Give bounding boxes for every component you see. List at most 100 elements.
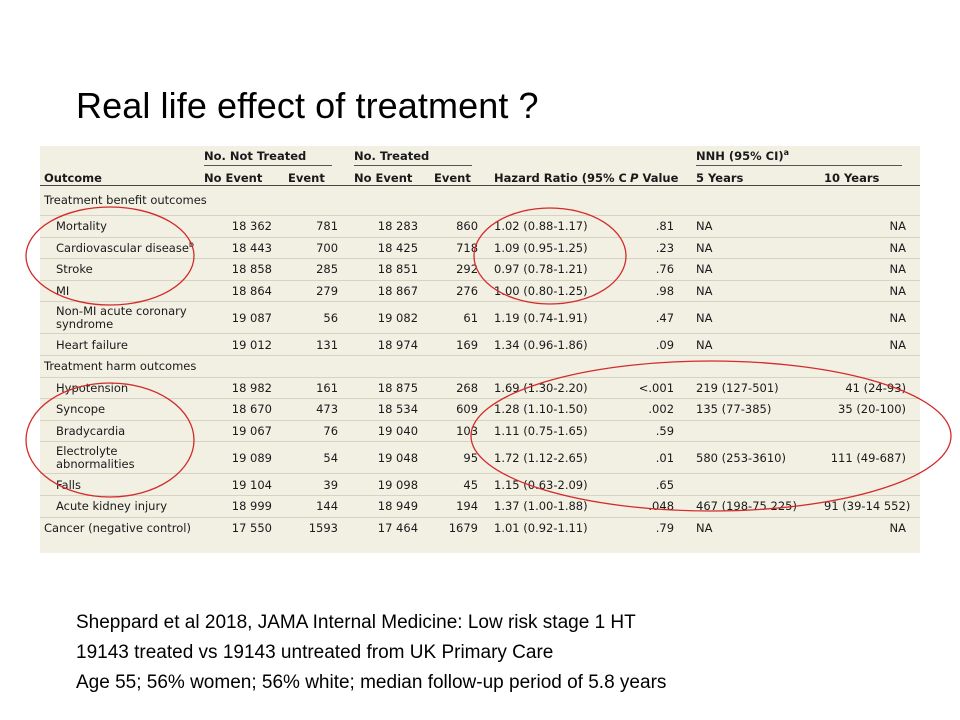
- cell-p-value: .65: [626, 473, 693, 496]
- column-header-treated-event: Event: [430, 166, 491, 186]
- group-header-nnh: NNH (95% CI)a: [692, 146, 920, 166]
- cell-p-value: .76: [626, 258, 693, 281]
- cell-treated-no-event: 18 283: [350, 215, 431, 238]
- slide-title: Real life effect of treatment ?: [76, 85, 539, 126]
- cell-treated-event: 1679: [448, 521, 479, 536]
- cell-p-value: .002: [626, 398, 693, 421]
- cell-not-treated-event: 56: [284, 301, 351, 335]
- cell-nnh-5-years: 135 (77-385): [692, 398, 821, 421]
- cell-not-treated-event: 279: [284, 280, 351, 303]
- citation-footnote: Sheppard et al 2018, JAMA Internal Medic…: [76, 608, 666, 698]
- cell-not-treated-event: 700: [284, 237, 351, 260]
- cell-nnh-10-years: 35 (20-100): [820, 398, 920, 421]
- footnote-line: 19143 treated vs 19143 untreated from UK…: [76, 642, 554, 663]
- cell-nnh-5-years: NA: [692, 258, 821, 281]
- cell-not-treated-no-event: 18 858: [200, 258, 284, 281]
- cell-hazard-ratio: 1.09 (0.95-1.25): [490, 237, 627, 260]
- cell-nnh-5-years: NA: [692, 301, 821, 335]
- cell-treated-no-event: 19 040: [350, 420, 431, 443]
- outcome-label: Cardiovascular diseaseb: [40, 237, 200, 260]
- cell-not-treated-event: 144: [284, 495, 351, 518]
- table-row: Acute kidney injury 18 999 144 18 949 194 1.3…: [40, 495, 920, 518]
- cell-hazard-ratio: 1.69 (1.30-2.20): [490, 377, 627, 400]
- cell-nnh-10-years: NA: [820, 258, 920, 281]
- outcome-label: Bradycardia: [40, 420, 200, 443]
- cell-not-treated-no-event: 18 443: [200, 237, 284, 260]
- cell-p-value: .01: [626, 441, 693, 475]
- cell-nnh-5-years: 580 (253-3610): [692, 441, 821, 475]
- table-row: Bradycardia 19 067 76 19 040 103 1.11 (0.75-1…: [40, 420, 920, 443]
- cell-treated-no-event: 19 082: [350, 301, 431, 335]
- cell-nnh-5-years: NA: [692, 215, 821, 238]
- cell-treated-no-event: 18 974: [350, 333, 431, 356]
- cell-treated-no-event: 19 048: [350, 441, 431, 475]
- cell-not-treated-no-event: 19 067: [200, 420, 284, 443]
- section-header-row: Treatment benefit outcomes: [40, 185, 920, 216]
- cell-not-treated-event: 54: [284, 441, 351, 475]
- cell-treated-no-event: 18 875: [350, 377, 431, 400]
- cell-p-value: .09: [626, 333, 693, 356]
- cell-nnh-10-years: NA: [820, 333, 920, 356]
- cell-nnh-10-years: 91 (39-14 552): [820, 495, 920, 518]
- cell-nnh-5-years: [692, 420, 821, 443]
- cell-p-value: .79: [655, 521, 675, 536]
- cell-nnh-10-years: [820, 420, 920, 443]
- cell-nnh-5-years: NA: [692, 333, 821, 356]
- cell-treated-event: 718: [430, 237, 491, 260]
- cell-treated-no-event: 19 098: [350, 473, 431, 496]
- cell-p-value: .59: [626, 420, 693, 443]
- outcome-label: Falls: [40, 473, 200, 496]
- table-row: Cancer (negative control) 17 550 1593 17 46…: [40, 517, 920, 539]
- cell-nnh-5-years: NA: [692, 280, 821, 303]
- cell-hazard-ratio: 1.00 (0.80-1.25): [490, 280, 627, 303]
- column-header-treated-no-event: No Event: [350, 166, 431, 186]
- cell-treated-event: 61: [430, 301, 491, 335]
- cell-not-treated-event: 781: [284, 215, 351, 238]
- column-header-nnh-10-years: 10 Years: [820, 166, 920, 186]
- column-header-outcome: Outcome: [40, 166, 200, 186]
- cell-not-treated-no-event: 19 089: [200, 441, 284, 475]
- outcome-label: Acute kidney injury: [40, 495, 200, 518]
- table-row: Heart failure 19 012 131 18 974 169 1.34 (0.9…: [40, 333, 920, 356]
- cell-nnh-10-years: NA: [820, 237, 920, 260]
- cell-not-treated-no-event: 18 864: [200, 280, 284, 303]
- cell-p-value: .048: [626, 495, 693, 518]
- table-row: Electrolyte abnormalities 19 089 54 19 048 9…: [40, 441, 920, 475]
- cell-p-value: <.001: [626, 377, 693, 400]
- cell-hazard-ratio: 1.72 (1.12-2.65): [490, 441, 627, 475]
- group-header-not-treated: No. Not Treated: [200, 146, 350, 166]
- cell-treated-event: 194: [430, 495, 491, 518]
- cell-treated-event: 169: [430, 333, 491, 356]
- cell-hazard-ratio: 1.02 (0.88-1.17): [490, 215, 627, 238]
- cell-nnh-10-years: [820, 473, 920, 496]
- cell-nnh-5-years: 467 (198-75 225): [692, 495, 821, 518]
- cell-nnh-5-years: NA: [692, 237, 821, 260]
- group-header-treated: No. Treated: [350, 146, 490, 166]
- cell-hazard-ratio: 1.11 (0.75-1.65): [490, 420, 627, 443]
- cell-nnh-10-years: NA: [820, 280, 920, 303]
- cell-not-treated-no-event: 19 087: [200, 301, 284, 335]
- outcome-label: Hypotension: [40, 377, 200, 400]
- outcome-label: Cancer (negative control): [44, 521, 191, 536]
- results-table: No. Not Treated No. Treated NNH (95% CI)…: [40, 146, 920, 553]
- column-header-p-value: P Value: [626, 166, 693, 186]
- cell-hazard-ratio: 1.01 (0.92-1.11): [494, 521, 588, 536]
- cell-not-treated-no-event: 19 104: [200, 473, 284, 496]
- cell-not-treated-no-event: 17 550: [231, 521, 272, 536]
- footnote-line: Age 55; 56% women; 56% white; median fol…: [76, 672, 667, 693]
- cell-p-value: .23: [626, 237, 693, 260]
- table-row: Falls 19 104 39 19 098 45 1.15 (0.63-2.09) .65: [40, 473, 920, 496]
- cell-hazard-ratio: 0.97 (0.78-1.21): [490, 258, 627, 281]
- column-header-nnh-5-years: 5 Years: [692, 166, 821, 186]
- group-header-row: No. Not Treated No. Treated NNH (95% CI)…: [40, 146, 920, 166]
- cell-nnh-5-years: NA: [696, 521, 713, 536]
- cell-not-treated-event: 285: [284, 258, 351, 281]
- cell-hazard-ratio: 1.28 (1.10-1.50): [490, 398, 627, 421]
- table-row: Mortality 18 362 781 18 283 860 1.02 (0.88-1.…: [40, 215, 920, 238]
- cell-not-treated-no-event: 18 999: [200, 495, 284, 518]
- cell-nnh-10-years: 111 (49-687): [820, 441, 920, 475]
- cell-hazard-ratio: 1.34 (0.96-1.86): [490, 333, 627, 356]
- cell-hazard-ratio: 1.15 (0.63-2.09): [490, 473, 627, 496]
- outcome-label: Electrolyte abnormalities: [40, 441, 200, 475]
- section-label: Treatment harm outcomes: [40, 355, 920, 378]
